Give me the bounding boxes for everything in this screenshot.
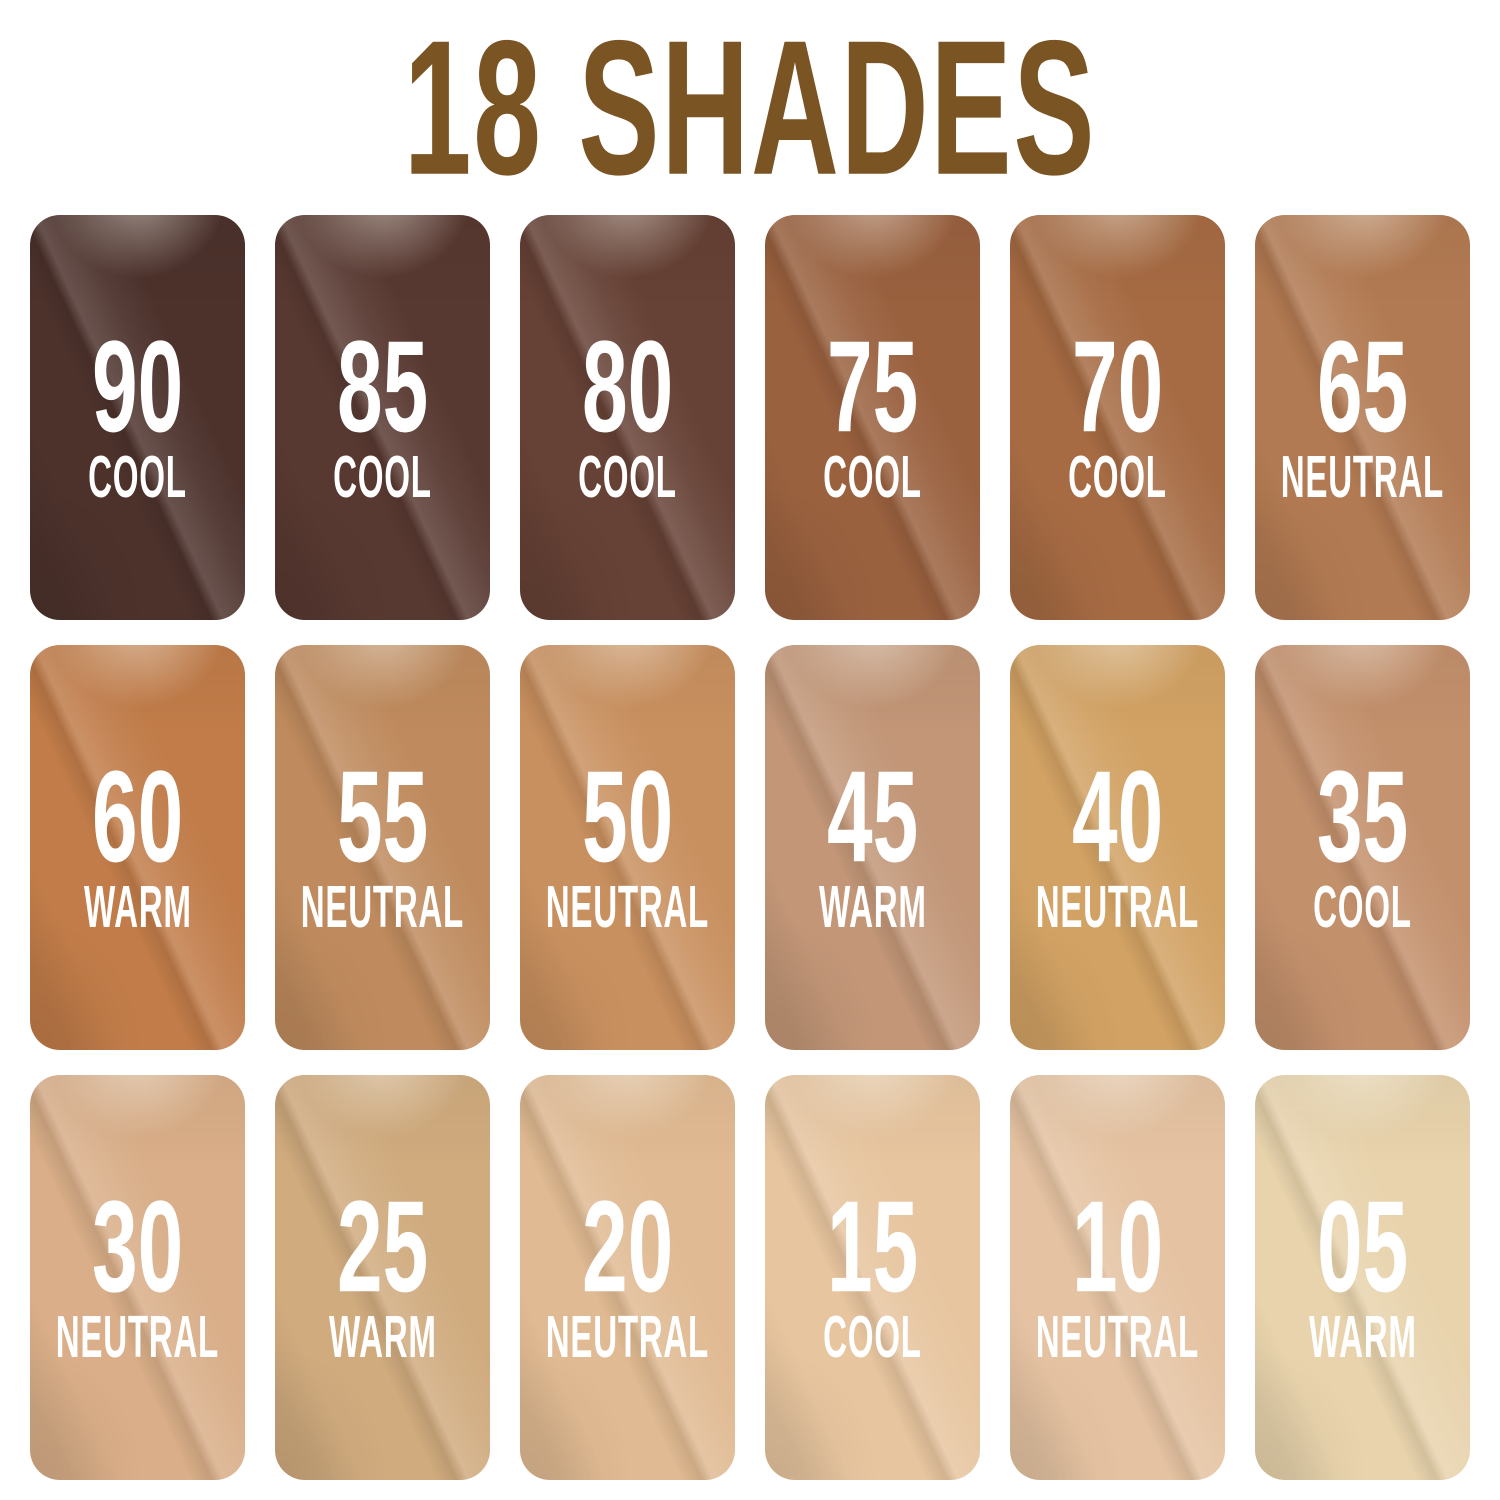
shade-number: 55 <box>336 743 429 890</box>
shade-undertone: WARM <box>818 871 927 940</box>
shade-number: 50 <box>581 743 674 890</box>
shade-number: 80 <box>581 313 674 460</box>
shade-card-15-cool: 15 COOL <box>765 1075 980 1480</box>
shade-number: 70 <box>1071 313 1164 460</box>
shade-undertone: WARM <box>83 871 192 940</box>
shade-card-40-neutral: 40 NEUTRAL <box>1010 645 1225 1050</box>
shade-card-85-cool: 85 COOL <box>275 215 490 620</box>
shade-undertone: NEUTRAL <box>1035 871 1200 940</box>
shade-card-65-neutral: 65 NEUTRAL <box>1255 215 1470 620</box>
header: 18 SHADES <box>0 0 1500 215</box>
shade-card-35-cool: 35 COOL <box>1255 645 1470 1050</box>
shade-number: 85 <box>336 313 429 460</box>
shade-card-45-warm: 45 WARM <box>765 645 980 1050</box>
shade-undertone: NEUTRAL <box>300 871 465 940</box>
shade-number: 90 <box>91 313 184 460</box>
shade-undertone: COOL <box>823 1301 922 1370</box>
shade-card-25-warm: 25 WARM <box>275 1075 490 1480</box>
shade-card-50-neutral: 50 NEUTRAL <box>520 645 735 1050</box>
shade-undertone: COOL <box>88 441 187 510</box>
shade-undertone: COOL <box>823 441 922 510</box>
shade-number: 15 <box>826 1173 919 1320</box>
shade-grid: 90 COOL 85 COOL 80 COOL 75 COOL 70 COOL … <box>0 215 1500 1480</box>
shade-undertone: COOL <box>1313 871 1412 940</box>
shade-card-75-cool: 75 COOL <box>765 215 980 620</box>
shade-card-90-cool: 90 COOL <box>30 215 245 620</box>
shade-number: 20 <box>581 1173 674 1320</box>
shade-undertone: WARM <box>1308 1301 1417 1370</box>
shade-number: 75 <box>826 313 919 460</box>
shade-number: 05 <box>1316 1173 1409 1320</box>
shade-number: 45 <box>826 743 919 890</box>
shade-card-70-cool: 70 COOL <box>1010 215 1225 620</box>
shade-undertone: NEUTRAL <box>55 1301 220 1370</box>
shade-number: 65 <box>1316 313 1409 460</box>
shade-undertone: NEUTRAL <box>545 871 710 940</box>
shade-number: 25 <box>336 1173 429 1320</box>
shade-number: 40 <box>1071 743 1164 890</box>
shade-undertone: COOL <box>578 441 677 510</box>
shade-card-55-neutral: 55 NEUTRAL <box>275 645 490 1050</box>
shade-card-60-warm: 60 WARM <box>30 645 245 1050</box>
shade-undertone: NEUTRAL <box>1035 1301 1200 1370</box>
shade-number: 35 <box>1316 743 1409 890</box>
shade-undertone: WARM <box>328 1301 437 1370</box>
shade-card-30-neutral: 30 NEUTRAL <box>30 1075 245 1480</box>
shade-undertone: NEUTRAL <box>545 1301 710 1370</box>
shade-number: 30 <box>91 1173 184 1320</box>
shade-card-80-cool: 80 COOL <box>520 215 735 620</box>
shade-undertone: COOL <box>1068 441 1167 510</box>
shade-number: 60 <box>91 743 184 890</box>
page-title: 18 SHADES <box>403 0 1097 215</box>
shade-undertone: COOL <box>333 441 432 510</box>
shade-card-05-warm: 05 WARM <box>1255 1075 1470 1480</box>
shade-number: 10 <box>1071 1173 1164 1320</box>
shade-card-10-neutral: 10 NEUTRAL <box>1010 1075 1225 1480</box>
shade-undertone: NEUTRAL <box>1280 441 1445 510</box>
shade-card-20-neutral: 20 NEUTRAL <box>520 1075 735 1480</box>
